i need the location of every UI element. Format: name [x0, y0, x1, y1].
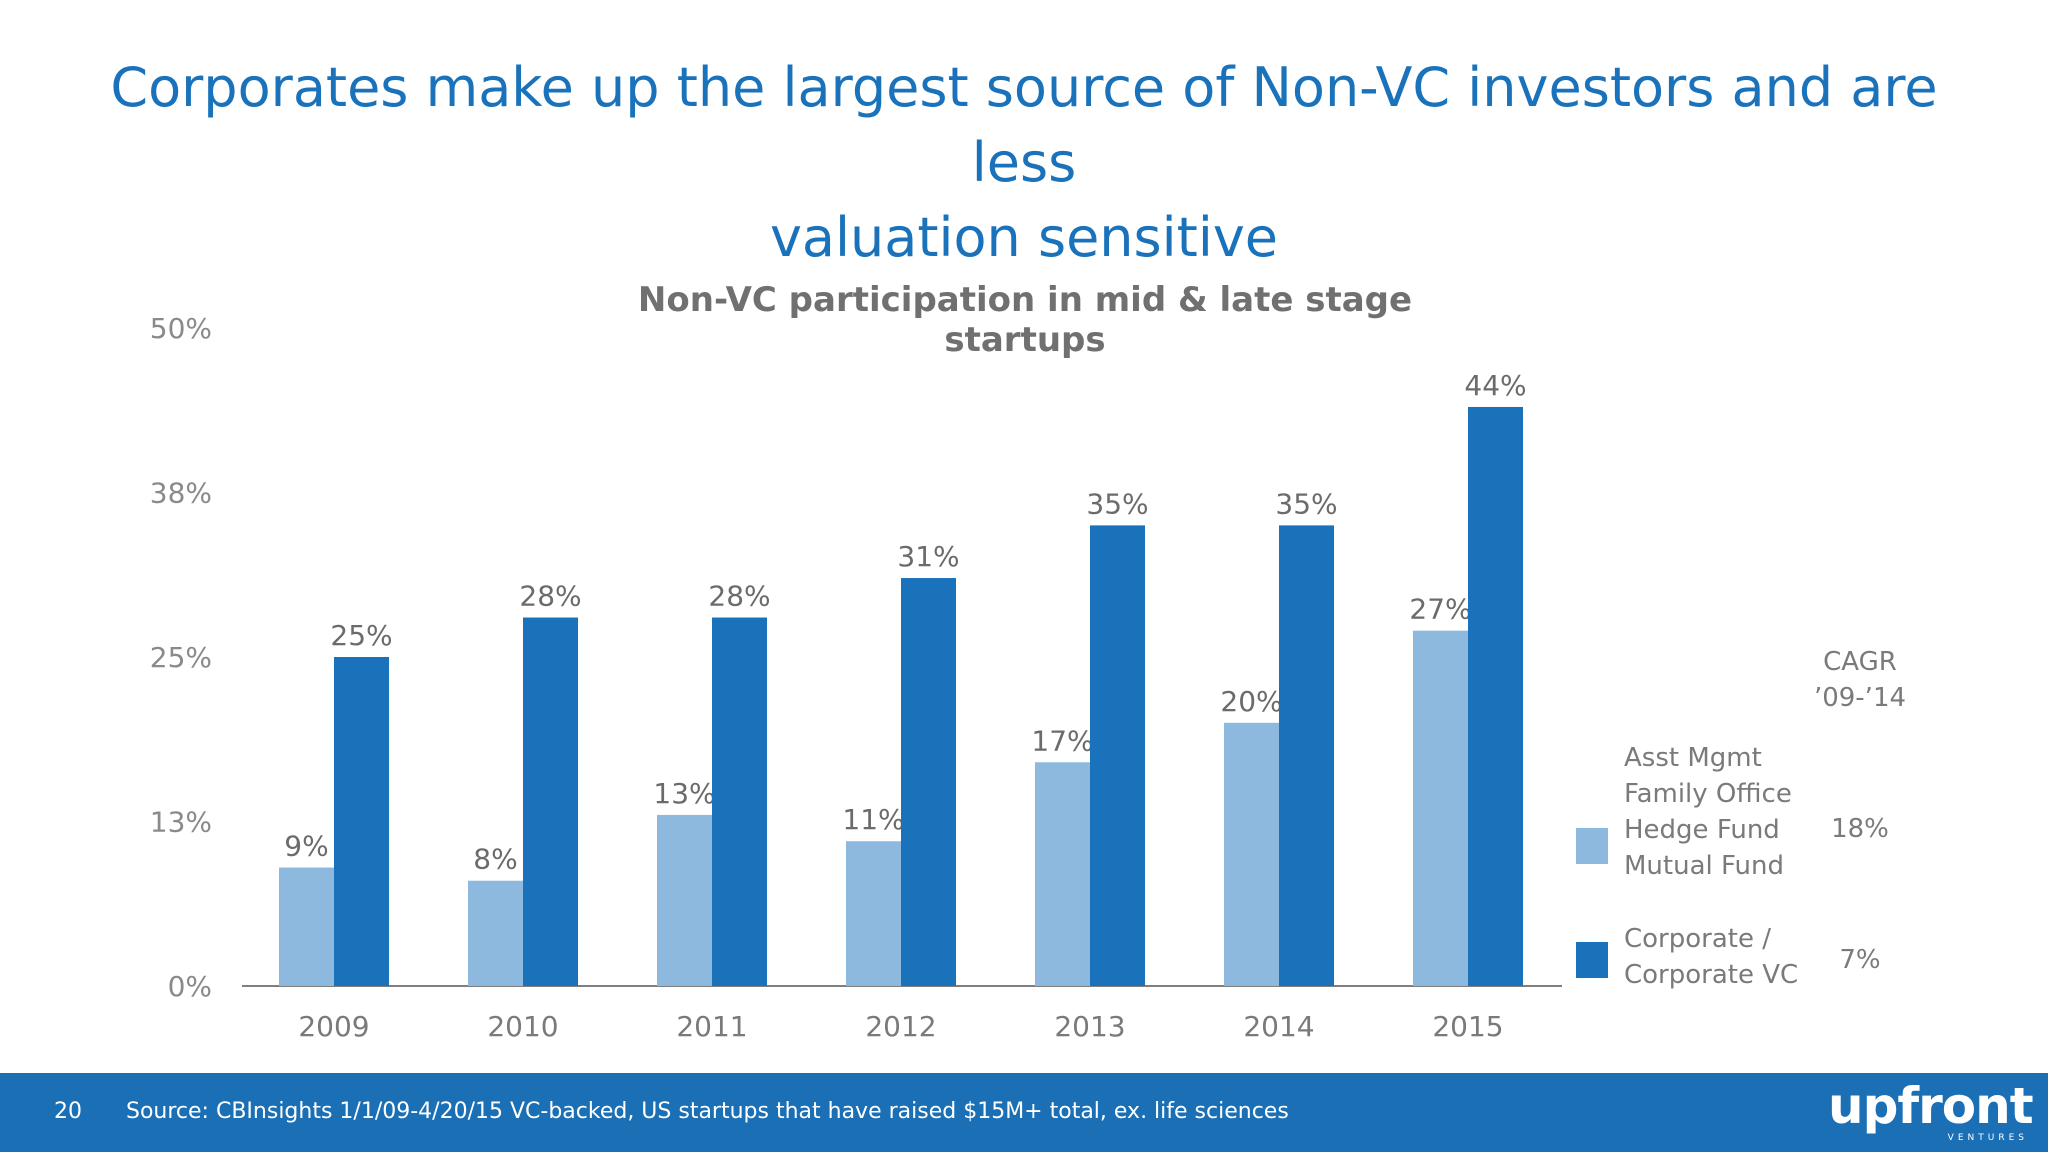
- y-tick-label: 0%: [168, 970, 212, 1003]
- legend-line: Mutual Fund: [1624, 851, 1784, 881]
- cagr-header-line-2: ’09-’14: [1813, 683, 1907, 713]
- y-tick-label: 38%: [150, 477, 212, 510]
- slide-title-line-1: Corporates make up the largest source of…: [110, 56, 1938, 194]
- y-tick-label: 13%: [150, 806, 212, 839]
- bar-non-corporate: [1224, 722, 1279, 986]
- data-label: 27%: [1409, 593, 1471, 626]
- bar-corporate: [523, 617, 578, 986]
- data-label: 9%: [284, 830, 328, 863]
- data-label: 25%: [330, 619, 392, 652]
- data-label: 28%: [519, 580, 581, 613]
- legend-label-light: Asst Mgmt Family Office Hedge Fund Mutua…: [1624, 740, 1792, 884]
- bar-corporate: [1279, 525, 1334, 986]
- legend-label-dark: Corporate / Corporate VC: [1624, 921, 1798, 993]
- bar-corporate: [334, 657, 389, 986]
- x-tick-label: 2012: [865, 1010, 936, 1043]
- data-label: 8%: [473, 843, 517, 876]
- data-label: 44%: [1464, 369, 1526, 402]
- data-label: 28%: [708, 580, 770, 613]
- legend-swatch-light: [1576, 828, 1608, 864]
- legend-swatch-dark: [1576, 942, 1608, 978]
- y-tick-label: 50%: [150, 312, 212, 345]
- bar-corporate: [1468, 406, 1523, 987]
- source-note: Source: CBInsights 1/1/09-4/20/15 VC-bac…: [126, 1099, 1289, 1124]
- x-tick-label: 2009: [298, 1010, 369, 1043]
- x-tick-label: 2013: [1054, 1010, 1125, 1043]
- cagr-value-light: 18%: [1831, 814, 1889, 844]
- data-label: 20%: [1220, 685, 1282, 718]
- slide-title: Corporates make up the largest source of…: [104, 50, 1944, 275]
- footer-bar: 20 Source: CBInsights 1/1/09-4/20/15 VC-…: [0, 1073, 2048, 1152]
- upfront-ventures-logo: upfront VENTURES: [1828, 1077, 2034, 1147]
- legend-line: Family Office: [1624, 779, 1792, 809]
- x-tick-label: 2011: [676, 1010, 747, 1043]
- legend-line: Corporate VC: [1624, 960, 1799, 990]
- bar-chart: 0% 13% 25% 38% 50% 9% 25% 2009 8% 28% 2010 13% 28% 20…: [150, 312, 1562, 1043]
- cagr-header-line-1: CAGR: [1823, 647, 1897, 677]
- bar-non-corporate: [1413, 630, 1468, 986]
- logo-wordmark: upfront: [1828, 1077, 2034, 1135]
- x-tick-label: 2010: [487, 1010, 558, 1043]
- x-tick-label: 2014: [1243, 1010, 1314, 1043]
- data-label: 31%: [897, 540, 959, 573]
- bar-corporate: [901, 578, 956, 986]
- data-label: 35%: [1275, 487, 1337, 520]
- bar-non-corporate: [468, 880, 523, 986]
- legend-line: Hedge Fund: [1624, 815, 1780, 845]
- bar-non-corporate: [657, 814, 712, 986]
- y-tick-label: 25%: [150, 641, 212, 674]
- bar-corporate: [1090, 525, 1145, 986]
- page-number: 20: [54, 1099, 82, 1124]
- legend-line: Asst Mgmt: [1624, 743, 1762, 773]
- data-label: 17%: [1031, 724, 1093, 757]
- data-label: 11%: [842, 803, 904, 836]
- cagr-value-dark: 7%: [1839, 945, 1881, 975]
- legend-line: Corporate /: [1624, 924, 1771, 954]
- slide-title-line-2: valuation sensitive: [769, 206, 1279, 269]
- data-label: 35%: [1086, 487, 1148, 520]
- cagr-header: CAGR ’09-’14: [1800, 644, 1920, 716]
- data-label: 13%: [653, 777, 715, 810]
- logo-subtitle: VENTURES: [1947, 1133, 2028, 1143]
- bar-non-corporate: [279, 867, 334, 986]
- bar-corporate: [712, 617, 767, 986]
- bar-non-corporate: [1035, 762, 1090, 986]
- x-tick-label: 2015: [1432, 1010, 1503, 1043]
- bar-non-corporate: [846, 841, 901, 986]
- chart-title: Non-VC participation in mid & late stage…: [637, 280, 1413, 360]
